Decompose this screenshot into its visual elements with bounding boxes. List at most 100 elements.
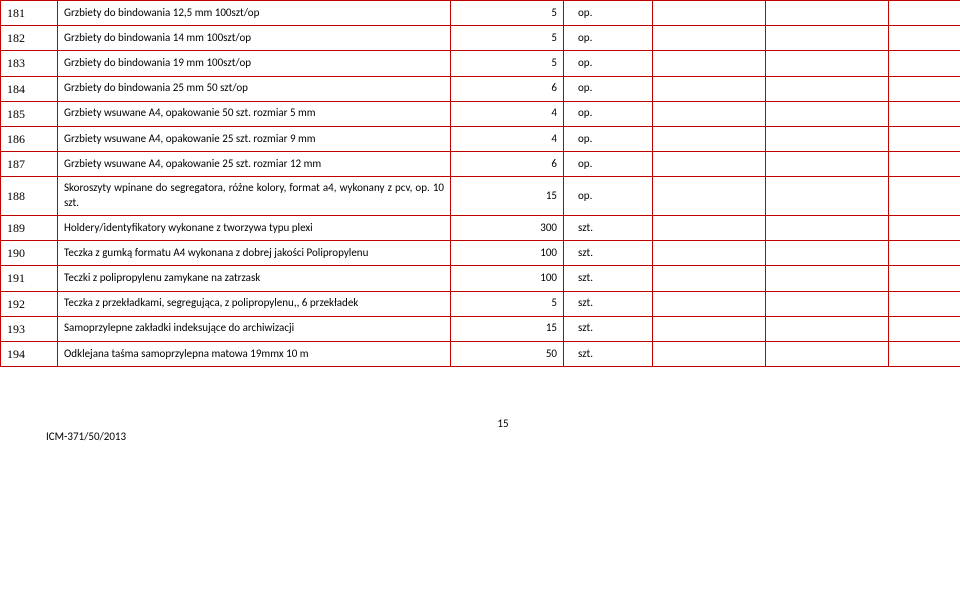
row-empty <box>766 241 889 266</box>
footer-reference: ICM-371/50/2013 <box>46 430 960 443</box>
row-description: Teczka z gumką formatu A4 wykonana z dob… <box>58 241 451 266</box>
row-description: Skoroszyty wpinane do segregatora, różne… <box>58 177 451 216</box>
row-number: 181 <box>1 1 58 26</box>
row-empty <box>889 26 960 51</box>
row-empty <box>766 101 889 126</box>
row-number: 192 <box>1 291 58 316</box>
row-empty <box>653 76 766 101</box>
row-description: Samoprzylepne zakładki indeksujące do ar… <box>58 316 451 341</box>
row-number: 184 <box>1 76 58 101</box>
row-number: 191 <box>1 266 58 291</box>
row-empty <box>766 291 889 316</box>
row-description: Teczki z polipropylenu zamykane na zatrz… <box>58 266 451 291</box>
row-empty <box>889 152 960 177</box>
row-description: Grzbiety do bindowania 14 mm 100szt/op <box>58 26 451 51</box>
row-empty <box>653 316 766 341</box>
table-row: 190Teczka z gumką formatu A4 wykonana z … <box>1 241 960 266</box>
row-empty <box>889 266 960 291</box>
row-empty <box>766 177 889 216</box>
row-empty <box>653 26 766 51</box>
row-empty <box>889 101 960 126</box>
row-empty <box>766 76 889 101</box>
row-empty <box>889 51 960 76</box>
row-description: Grzbiety do bindowania 19 mm 100szt/op <box>58 51 451 76</box>
row-unit: op. <box>564 152 653 177</box>
row-description: Teczka z przekładkami, segregująca, z po… <box>58 291 451 316</box>
row-unit: szt. <box>564 341 653 366</box>
row-unit: op. <box>564 51 653 76</box>
row-empty <box>653 266 766 291</box>
row-quantity: 50 <box>451 341 564 366</box>
row-quantity: 15 <box>451 316 564 341</box>
row-unit: szt. <box>564 216 653 241</box>
row-quantity: 4 <box>451 126 564 151</box>
row-quantity: 300 <box>451 216 564 241</box>
row-empty <box>889 316 960 341</box>
row-description: Grzbiety do bindowania 12,5 mm 100szt/op <box>58 1 451 26</box>
row-empty <box>889 76 960 101</box>
row-number: 189 <box>1 216 58 241</box>
row-empty <box>653 101 766 126</box>
table-row: 186Grzbiety wsuwane A4, opakowanie 25 sz… <box>1 126 960 151</box>
row-empty <box>766 266 889 291</box>
row-quantity: 5 <box>451 51 564 76</box>
row-quantity: 100 <box>451 266 564 291</box>
row-unit: op. <box>564 101 653 126</box>
row-quantity: 100 <box>451 241 564 266</box>
row-empty <box>766 341 889 366</box>
table-row: 187Grzbiety wsuwane A4, opakowanie 25 sz… <box>1 152 960 177</box>
row-unit: op. <box>564 26 653 51</box>
row-empty <box>889 216 960 241</box>
table-row: 194Odklejana taśma samoprzylepna matowa … <box>1 341 960 366</box>
row-unit: szt. <box>564 241 653 266</box>
row-empty <box>766 26 889 51</box>
items-table: 181Grzbiety do bindowania 12,5 mm 100szt… <box>0 0 960 367</box>
row-description: Grzbiety do bindowania 25 mm 50 szt/op <box>58 76 451 101</box>
row-number: 194 <box>1 341 58 366</box>
row-unit: op. <box>564 1 653 26</box>
row-number: 186 <box>1 126 58 151</box>
row-empty <box>653 241 766 266</box>
row-number: 185 <box>1 101 58 126</box>
row-number: 187 <box>1 152 58 177</box>
table-row: 191Teczki z polipropylenu zamykane na za… <box>1 266 960 291</box>
row-quantity: 5 <box>451 26 564 51</box>
row-description: Grzbiety wsuwane A4, opakowanie 25 szt. … <box>58 152 451 177</box>
row-empty <box>889 1 960 26</box>
table-row: 189Holdery/identyfikatory wykonane z two… <box>1 216 960 241</box>
row-empty <box>653 1 766 26</box>
row-quantity: 5 <box>451 291 564 316</box>
row-quantity: 4 <box>451 101 564 126</box>
table-row: 185Grzbiety wsuwane A4, opakowanie 50 sz… <box>1 101 960 126</box>
row-number: 193 <box>1 316 58 341</box>
row-empty <box>766 216 889 241</box>
row-number: 190 <box>1 241 58 266</box>
table-row: 192Teczka z przekładkami, segregująca, z… <box>1 291 960 316</box>
row-number: 182 <box>1 26 58 51</box>
row-number: 183 <box>1 51 58 76</box>
page-number: 15 <box>46 417 960 430</box>
table-row: 188Skoroszyty wpinane do segregatora, ró… <box>1 177 960 216</box>
table-row: 183Grzbiety do bindowania 19 mm 100szt/o… <box>1 51 960 76</box>
row-empty <box>653 291 766 316</box>
row-unit: szt. <box>564 266 653 291</box>
table-row: 182Grzbiety do bindowania 14 mm 100szt/o… <box>1 26 960 51</box>
row-unit: szt. <box>564 291 653 316</box>
row-quantity: 6 <box>451 152 564 177</box>
row-empty <box>766 1 889 26</box>
row-empty <box>653 152 766 177</box>
row-empty <box>889 177 960 216</box>
row-description: Holdery/identyfikatory wykonane z tworzy… <box>58 216 451 241</box>
row-description: Odklejana taśma samoprzylepna matowa 19m… <box>58 341 451 366</box>
row-empty <box>653 177 766 216</box>
row-empty <box>766 51 889 76</box>
row-description: Grzbiety wsuwane A4, opakowanie 50 szt. … <box>58 101 451 126</box>
row-empty <box>653 51 766 76</box>
row-empty <box>766 152 889 177</box>
row-empty <box>653 126 766 151</box>
row-empty <box>766 126 889 151</box>
table-row: 193Samoprzylepne zakładki indeksujące do… <box>1 316 960 341</box>
row-unit: szt. <box>564 316 653 341</box>
row-empty <box>653 216 766 241</box>
row-empty <box>889 126 960 151</box>
